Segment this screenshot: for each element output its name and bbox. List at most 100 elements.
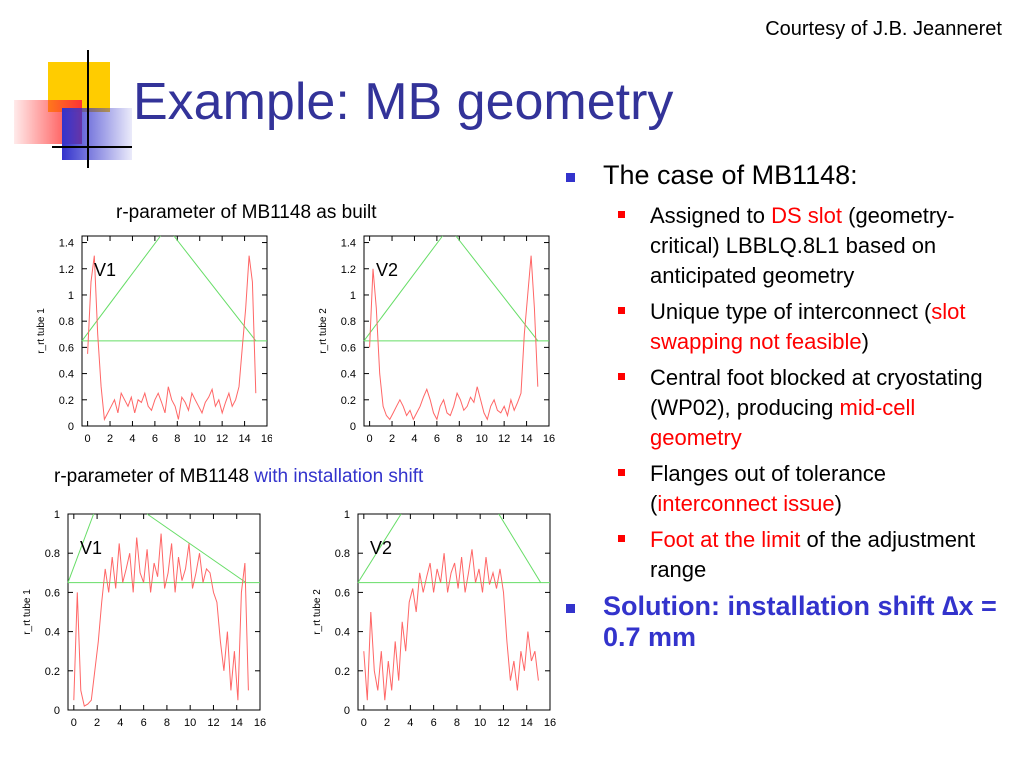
solution-value: x = 0.7 mm <box>603 591 997 652</box>
solution-text: Solution: installation shift <box>603 591 942 621</box>
reference-line <box>455 235 539 342</box>
sub-bullet-text: ) <box>861 329 869 354</box>
data-series-line <box>363 549 539 701</box>
x-tick-label: 14 <box>231 717 243 728</box>
reference-line <box>173 235 257 342</box>
x-tick-label: 0 <box>367 433 373 445</box>
reference-line <box>81 235 161 342</box>
sub-bullet-list: Assigned to DS slot (geometry-critical) … <box>566 201 1006 585</box>
y-tick-label: 0.8 <box>341 316 356 328</box>
caption-shift-highlight: with installation shift <box>254 466 424 487</box>
y-tick-label: 0.4 <box>59 369 74 381</box>
sub-bullet-highlight: slot swapping not feasible <box>650 299 966 354</box>
sub-bullet-text: Central foot blocked at cryostating (WP0… <box>650 365 983 420</box>
y-tick-label: 0.6 <box>45 587 60 599</box>
y-tick-label: 0.8 <box>59 316 74 328</box>
x-tick-label: 8 <box>164 717 170 728</box>
x-tick-label: 6 <box>141 717 147 728</box>
y-tick-label: 1 <box>344 509 350 521</box>
x-tick-label: 2 <box>384 717 390 728</box>
y-axis-label: r_rt tube 2 <box>318 308 329 354</box>
reference-line <box>357 513 402 583</box>
sub-bullet-highlight: DS slot <box>771 203 842 228</box>
x-tick-label: 10 <box>474 717 486 728</box>
sub-bullet-item: Unique type of interconnect (slot swappi… <box>566 297 1006 357</box>
y-tick-label: 1 <box>54 509 60 521</box>
bullet-main-text: The case of MB1148: <box>603 160 858 190</box>
sub-bullet-marker <box>618 211 625 218</box>
sub-bullet-highlight: Foot at the limit <box>650 527 801 552</box>
sub-bullet-text: Unique type of interconnect ( <box>650 299 932 324</box>
slide-title: Example: MB geometry <box>133 73 674 131</box>
x-tick-label: 4 <box>117 717 123 728</box>
y-tick-label: 1 <box>350 290 356 302</box>
delta-symbol: ∆ <box>941 591 959 621</box>
y-axis-label: r_rt tube 1 <box>22 589 33 635</box>
reference-line <box>363 235 443 342</box>
x-tick-label: 2 <box>94 717 100 728</box>
sub-bullet-marker <box>618 469 625 476</box>
x-tick-label: 4 <box>411 433 417 445</box>
y-axis-label: r_rt tube 1 <box>36 308 47 354</box>
sub-bullet-text: Assigned to <box>650 203 772 228</box>
x-tick-label: 0 <box>361 717 367 728</box>
data-series-line <box>73 533 249 707</box>
series-label: V1 <box>80 538 102 558</box>
x-tick-label: 6 <box>152 433 158 445</box>
x-tick-label: 12 <box>498 433 510 445</box>
x-tick-label: 8 <box>174 433 180 445</box>
sub-bullet-highlight: mid-cell geometry <box>650 395 916 450</box>
bullet-marker <box>566 604 575 613</box>
x-tick-label: 6 <box>434 433 440 445</box>
x-tick-label: 14 <box>238 433 250 445</box>
sub-bullet-marker <box>618 535 625 542</box>
plot-frame <box>67 513 261 711</box>
data-series-line <box>87 255 257 422</box>
chart-v1-as-built: 0 0.2 0.4 0.6 0.8 1 1.2 1.4 0 2 4 6 8 10 12 14 16 r_rt tu… <box>36 235 272 445</box>
sub-bullet-text: of the adjustment range <box>650 527 976 582</box>
y-tick-label: 0.4 <box>335 627 350 639</box>
x-tick-label: 10 <box>184 717 196 728</box>
sub-bullet-text: (geometry-critical) LBBLQ.8L1 based on a… <box>650 203 955 288</box>
caption-installation-shift: r-parameter of MB1148 with installation … <box>54 466 423 488</box>
caption-as-built: r-parameter of MB1148 as built <box>116 202 377 223</box>
sub-bullet-text: Flanges out of tolerance ( <box>650 461 887 516</box>
sub-bullet-highlight: interconnect issue <box>657 491 835 516</box>
x-tick-label: 2 <box>389 433 395 445</box>
chart-v1-shifted: 00.20.40.60.810 2 4 6 8 10 12 14 16r_rt tube 1V1 <box>22 509 266 728</box>
y-tick-label: 0.6 <box>335 587 350 599</box>
bullet-main-solution: Solution: installation shift ∆x = 0.7 mm <box>566 591 1006 653</box>
y-tick-label: 0.2 <box>335 666 350 678</box>
y-tick-label: 1.4 <box>59 238 74 250</box>
x-tick-label: 10 <box>194 433 206 445</box>
sub-bullet-item: Foot at the limit of the adjustment rang… <box>566 525 1006 585</box>
sub-bullet-item: Central foot blocked at cryostating (WP0… <box>566 363 1006 453</box>
x-tick-label: 12 <box>216 433 228 445</box>
y-tick-label: 0.6 <box>59 342 74 354</box>
y-axis-label: r_rt tube 2 <box>312 589 323 635</box>
sub-bullet-marker <box>618 307 625 314</box>
y-tick-label: 1.4 <box>341 238 356 250</box>
x-tick-label: 10 <box>476 433 488 445</box>
plot-frame <box>357 513 551 711</box>
y-tick-label: 1 <box>68 290 74 302</box>
y-tick-label: 0.4 <box>45 627 60 639</box>
sub-bullet-marker <box>618 373 625 380</box>
bullet-list: The case of MB1148: Assigned to DS slot … <box>566 160 1006 663</box>
y-tick-label: 0 <box>350 421 356 433</box>
x-tick-label: 12 <box>207 717 219 728</box>
x-tick-label: 4 <box>129 433 135 445</box>
chart-v2-as-built: 0 0.2 0.4 0.6 0.8 1 1.2 1.4 0 2 4 6 8 10 12 14 16 r_rt tu… <box>318 235 555 445</box>
x-tick-label: 14 <box>521 717 533 728</box>
series-label: V2 <box>376 260 398 280</box>
y-tick-label: 0.2 <box>45 666 60 678</box>
series-label: V2 <box>370 538 392 558</box>
sub-bullet-item: Flanges out of tolerance (interconnect i… <box>566 459 1006 519</box>
reference-line <box>67 513 95 583</box>
x-tick-label: 8 <box>456 433 462 445</box>
slide-logo-decoration <box>14 50 132 168</box>
bullet-main-case: The case of MB1148: <box>566 160 1006 191</box>
x-tick-label: 16 <box>254 717 266 728</box>
x-tick-label: 0 <box>71 717 77 728</box>
x-tick-label: 6 <box>431 717 437 728</box>
